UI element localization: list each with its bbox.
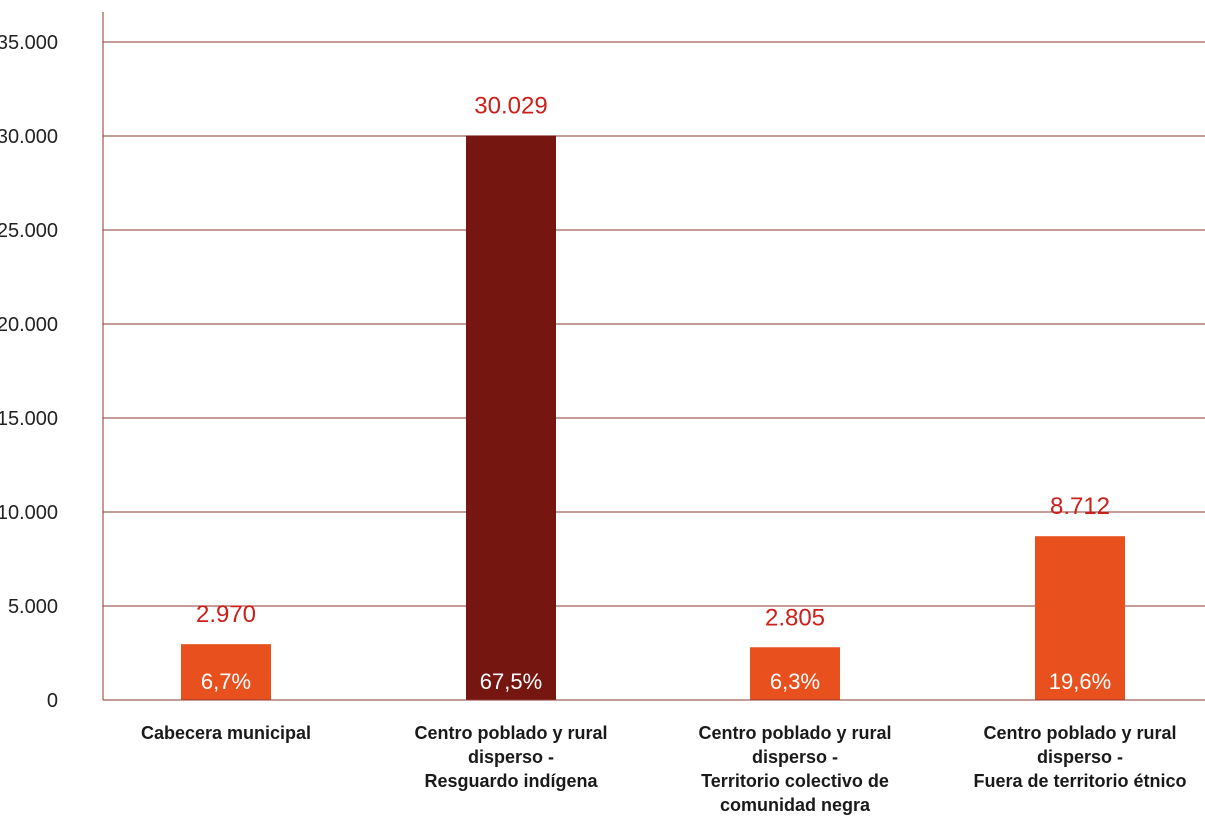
percent-label: 67,5%: [480, 669, 542, 694]
y-axis-tick-labels: 0 5.000 10.000 15.000 20.000 25.000 30.000 35.0…: [0, 32, 58, 712]
bar: [1035, 536, 1125, 700]
value-label: 30.029: [474, 92, 547, 119]
value-labels: 2.970 30.029 2.805 8.712: [196, 92, 1110, 631]
category-label-line: disperso -: [468, 747, 554, 767]
category-label-line: Centro poblado y rural: [414, 723, 607, 743]
value-label: 2.970: [196, 601, 256, 628]
y-tick-label: 10.000: [0, 502, 58, 524]
category-label: Centro poblado y rural disperso - Resguard…: [414, 723, 607, 791]
percent-label: 6,7%: [201, 669, 251, 694]
category-label-line: Territorio colectivo de: [701, 771, 889, 791]
category-label-line: Centro poblado y rural: [698, 723, 891, 743]
value-label: 2.805: [765, 604, 825, 631]
y-tick-label: 0: [47, 690, 58, 712]
category-label: Centro poblado y rural disperso - Territor…: [698, 723, 891, 815]
category-label-line: disperso -: [752, 747, 838, 767]
y-tick-label: 20.000: [0, 314, 58, 336]
category-label: Centro poblado y rural disperso - Fuera de…: [973, 723, 1186, 791]
y-tick-label: 35.000: [0, 32, 58, 54]
category-labels: Cabecera municipal Centro poblado y rural…: [141, 723, 1187, 815]
value-label: 8.712: [1050, 493, 1110, 520]
percent-label: 19,6%: [1049, 669, 1111, 694]
y-tick-label: 5.000: [8, 596, 58, 618]
category-label-line: disperso -: [1037, 747, 1123, 767]
category-label-line: comunidad negra: [720, 795, 871, 815]
gridlines: [103, 41, 1205, 607]
y-tick-label: 25.000: [0, 220, 58, 242]
bar: [466, 135, 556, 700]
category-label-line: Centro poblado y rural: [983, 723, 1176, 743]
percent-label: 6,3%: [770, 669, 820, 694]
bar: [181, 644, 271, 700]
category-label-line: Resguardo indígena: [424, 771, 598, 791]
y-tick-label: 30.000: [0, 126, 58, 148]
category-label: Cabecera municipal: [141, 723, 311, 743]
bars: [181, 135, 1125, 700]
bar: [750, 647, 840, 700]
y-tick-label: 15.000: [0, 408, 58, 430]
category-label-line: Cabecera municipal: [141, 723, 311, 743]
percent-labels: 6,7% 67,5% 6,3% 19,6%: [201, 669, 1111, 694]
category-label-line: Fuera de territorio étnico: [973, 771, 1186, 791]
